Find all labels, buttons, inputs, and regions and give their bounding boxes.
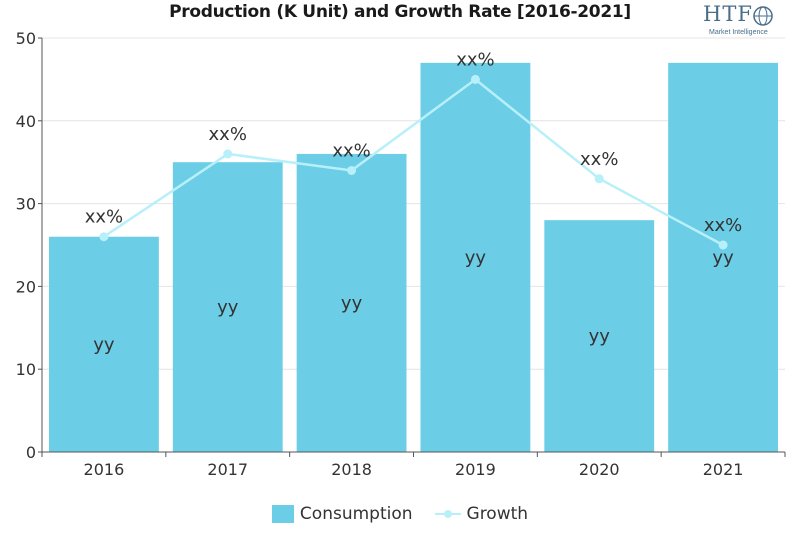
x-tick-label: 2020 (579, 460, 620, 479)
bar (49, 236, 159, 452)
growth-point (99, 232, 109, 242)
growth-data-label: xx% (704, 215, 742, 236)
legend-item-consumption[interactable]: Consumption (271, 504, 413, 524)
chart-title: Production (K Unit) and Growth Rate [201… (169, 2, 631, 22)
legend-label-growth: Growth (466, 504, 529, 524)
y-tick-label: 40 (16, 112, 36, 131)
bar (668, 62, 778, 453)
bar-data-label: yy (217, 297, 239, 318)
legend-swatch-line (434, 505, 461, 523)
bar-data-label: yy (465, 247, 487, 268)
legend: Consumption Growth (0, 504, 800, 524)
growth-data-label: xx% (456, 49, 494, 70)
x-tick-label: 2021 (703, 460, 744, 479)
bar (172, 162, 283, 452)
logo-globe-icon (753, 6, 773, 26)
bar-data-label: yy (589, 326, 611, 347)
legend-swatch-bar (271, 505, 294, 523)
bar-data-label: yy (712, 247, 734, 268)
bar (420, 62, 531, 453)
x-tick-label: 2019 (455, 460, 496, 479)
growth-point (718, 240, 728, 250)
plot-area: 0 10 20 30 40 50 2016 2017 2018 2019 2020 2021 yy yy y… (16, 29, 786, 479)
bar-data-label: yy (93, 334, 115, 355)
bar (544, 220, 655, 452)
x-tick-label: 2017 (207, 460, 248, 479)
bar-data-label: yy (341, 293, 363, 314)
y-tick-label: 0 (26, 443, 36, 462)
legend-item-growth[interactable]: Growth (434, 504, 529, 524)
growth-point (470, 74, 480, 84)
growth-data-label: xx% (332, 140, 370, 161)
logo-text: HTF (703, 2, 753, 26)
y-tick-label: 30 (16, 195, 36, 214)
y-tick-label: 20 (16, 277, 36, 296)
bar (296, 153, 407, 453)
growth-point (223, 149, 233, 159)
legend-label-consumption: Consumption (299, 504, 413, 524)
htf-logo: HTF Market Intelligence (703, 2, 793, 42)
y-tick-label: 50 (16, 29, 36, 48)
growth-data-label: xx% (209, 124, 247, 145)
growth-line (103, 77, 724, 247)
x-tick-label: 2018 (331, 460, 372, 479)
growth-point (594, 174, 604, 184)
growth-point (347, 165, 357, 175)
growth-data-label: xx% (580, 149, 618, 170)
growth-data-label: xx% (85, 207, 123, 228)
x-tick-label: 2016 (84, 460, 125, 479)
y-tick-label: 10 (16, 360, 36, 379)
logo-subtext: Market Intelligence (709, 29, 768, 36)
